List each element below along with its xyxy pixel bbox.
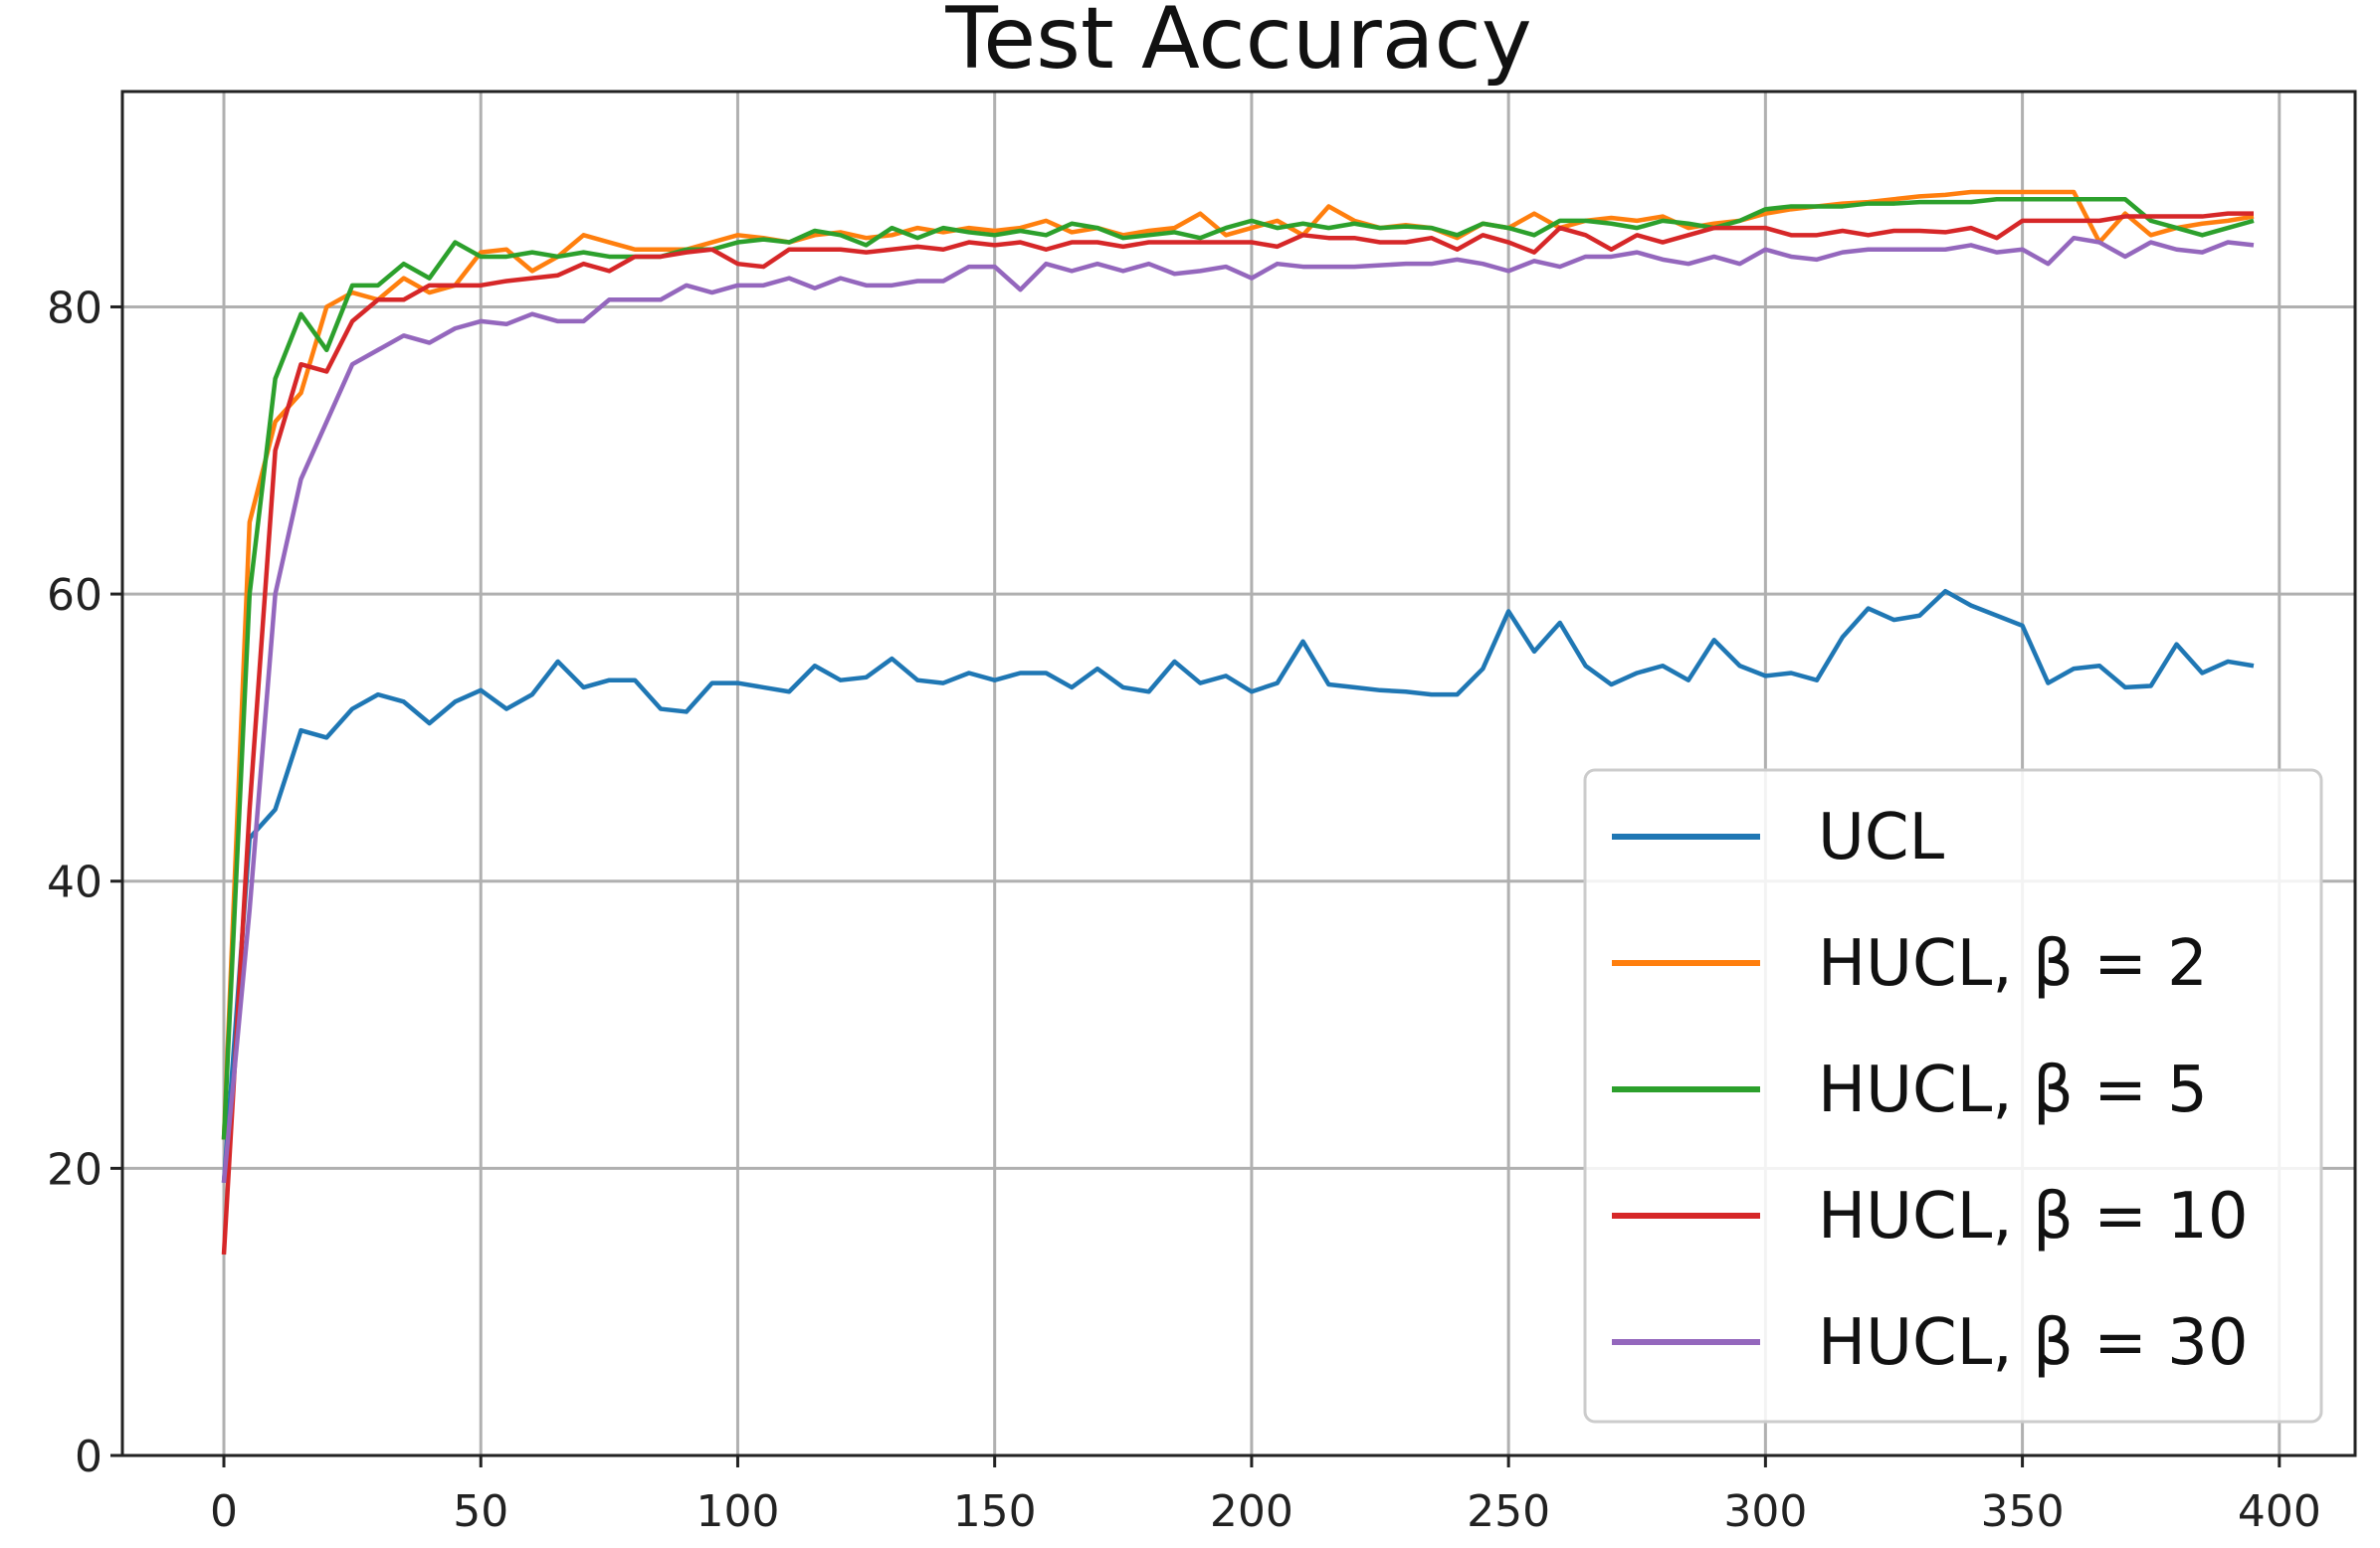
y-tick-label: 20 <box>47 1144 102 1195</box>
legend-label: HUCL, β = 10 <box>1818 1180 2249 1254</box>
series-line <box>221 211 2254 1256</box>
x-tick-label: 100 <box>695 1486 779 1537</box>
x-tick-label: 350 <box>1981 1486 2065 1537</box>
x-tick-label: 300 <box>1723 1486 1807 1537</box>
y-tick-label: 40 <box>47 858 102 908</box>
series-line <box>221 588 2255 1183</box>
series-line <box>221 189 2255 1140</box>
y-tick-label: 60 <box>47 570 102 621</box>
legend-label: UCL <box>1818 801 1945 874</box>
series-line <box>221 235 2255 1184</box>
x-tick-label: 0 <box>210 1486 238 1537</box>
legend-box <box>1583 768 2323 1424</box>
x-tick-label: 400 <box>2238 1486 2321 1537</box>
legend-label: HUCL, β = 2 <box>1818 927 2208 1001</box>
y-tick-label: 0 <box>75 1432 102 1482</box>
legend-label: HUCL, β = 30 <box>1818 1306 2249 1380</box>
chart-title: Test Accuracy <box>944 0 1531 89</box>
legend-label: HUCL, β = 5 <box>1818 1054 2208 1127</box>
series-line <box>221 196 2255 1140</box>
plot-frame <box>120 90 2357 1457</box>
x-tick-label: 50 <box>453 1486 508 1537</box>
x-tick-label: 200 <box>1210 1486 1293 1537</box>
y-tick-label: 80 <box>47 283 102 333</box>
x-tick-label: 150 <box>953 1486 1037 1537</box>
x-tick-label: 250 <box>1467 1486 1550 1537</box>
